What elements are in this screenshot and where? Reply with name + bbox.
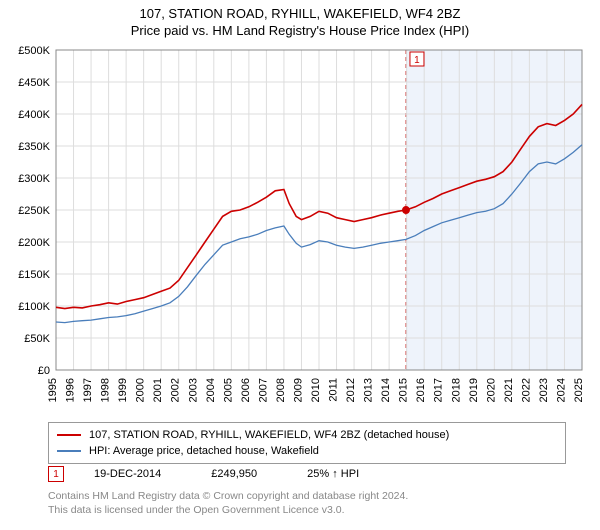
svg-text:2023: 2023 (538, 378, 550, 402)
svg-text:2016: 2016 (415, 378, 427, 402)
svg-text:2018: 2018 (450, 378, 462, 402)
svg-text:2024: 2024 (555, 378, 567, 402)
svg-text:£350K: £350K (18, 141, 50, 153)
transaction-hpi-diff: 25% ↑ HPI (307, 468, 359, 480)
svg-text:2007: 2007 (257, 378, 269, 402)
svg-text:2002: 2002 (170, 378, 182, 402)
svg-text:£300K: £300K (18, 173, 50, 185)
svg-text:2019: 2019 (468, 378, 480, 402)
svg-text:2025: 2025 (573, 378, 585, 402)
transaction-row: 1 19-DEC-2014 £249,950 25% ↑ HPI (48, 466, 548, 482)
svg-text:2017: 2017 (433, 378, 445, 402)
svg-text:2000: 2000 (135, 378, 147, 402)
legend-swatch-hpi (57, 450, 81, 452)
svg-text:2009: 2009 (292, 378, 304, 402)
svg-text:£500K: £500K (18, 45, 50, 57)
svg-text:2003: 2003 (187, 378, 199, 402)
svg-text:£0: £0 (38, 365, 50, 377)
svg-text:£400K: £400K (18, 109, 50, 121)
svg-text:£150K: £150K (18, 269, 50, 281)
svg-text:2012: 2012 (345, 378, 357, 402)
svg-text:1: 1 (414, 55, 420, 66)
svg-text:£200K: £200K (18, 237, 50, 249)
transaction-marker-icon: 1 (48, 466, 64, 482)
svg-text:2005: 2005 (222, 378, 234, 402)
svg-text:1997: 1997 (82, 378, 94, 402)
svg-text:1996: 1996 (65, 378, 77, 402)
svg-text:1998: 1998 (100, 378, 112, 402)
svg-text:1995: 1995 (47, 378, 59, 402)
legend-label-price-paid: 107, STATION ROAD, RYHILL, WAKEFIELD, WF… (89, 429, 449, 441)
svg-text:2014: 2014 (380, 378, 392, 402)
footer-line2: This data is licensed under the Open Gov… (48, 504, 408, 518)
svg-text:2001: 2001 (152, 378, 164, 402)
svg-text:2004: 2004 (205, 378, 217, 402)
legend-row-hpi: HPI: Average price, detached house, Wake… (57, 443, 557, 459)
svg-text:2015: 2015 (398, 378, 410, 402)
svg-text:2011: 2011 (328, 378, 340, 402)
legend-row-price-paid: 107, STATION ROAD, RYHILL, WAKEFIELD, WF… (57, 427, 557, 443)
transaction-date: 19-DEC-2014 (94, 468, 161, 480)
svg-text:£50K: £50K (24, 333, 50, 345)
svg-text:2020: 2020 (485, 378, 497, 402)
legend-box: 107, STATION ROAD, RYHILL, WAKEFIELD, WF… (48, 422, 566, 464)
svg-text:2013: 2013 (363, 378, 375, 402)
price-chart: £0 £50K £100K £150K £200K £250K £300K £350K £400… (10, 44, 590, 414)
transaction-price: £249,950 (211, 468, 257, 480)
chart-title-line2: Price paid vs. HM Land Registry's House … (0, 23, 600, 38)
legend-swatch-price-paid (57, 434, 81, 436)
svg-text:2022: 2022 (520, 378, 532, 402)
footer-attribution: Contains HM Land Registry data © Crown c… (48, 490, 408, 517)
footer-line1: Contains HM Land Registry data © Crown c… (48, 490, 408, 504)
legend-label-hpi: HPI: Average price, detached house, Wake… (89, 445, 319, 457)
svg-text:2010: 2010 (310, 378, 322, 402)
svg-text:£250K: £250K (18, 205, 50, 217)
svg-text:2006: 2006 (240, 378, 252, 402)
chart-title-line1: 107, STATION ROAD, RYHILL, WAKEFIELD, WF… (0, 6, 600, 21)
svg-text:2021: 2021 (503, 378, 515, 402)
svg-text:£100K: £100K (18, 301, 50, 313)
svg-text:£450K: £450K (18, 77, 50, 89)
svg-text:1999: 1999 (117, 378, 129, 402)
svg-text:2008: 2008 (275, 378, 287, 402)
